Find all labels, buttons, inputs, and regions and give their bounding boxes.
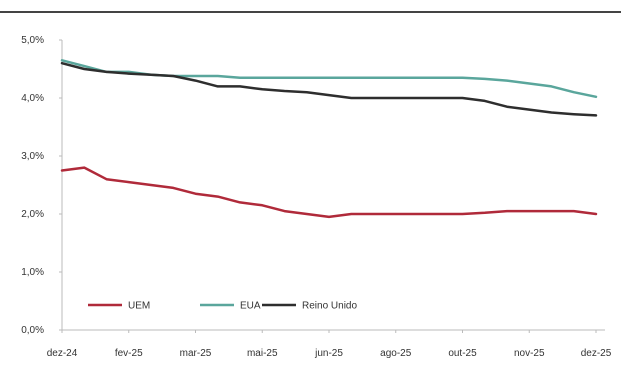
x-tick-label: mai-25 [247,348,278,359]
y-tick-label: 2,0% [21,209,44,220]
x-axis-ticks: dez-24 fev-25 mar-25 mai-25 jun-25 ago-25 out-… [47,330,612,359]
series-line [60,166,598,219]
series-line [60,59,598,99]
x-tick-label: fev-25 [115,348,143,359]
legend: UEM EUA Reino Unido [88,301,357,312]
legend-label: Reino Unido [302,301,357,312]
y-tick-label: 4,0% [21,93,44,104]
y-axis-ticks: 0,0% 1,0% 2,0% 3,0% 4,0% 5,0% [21,35,62,336]
x-tick-label: nov-25 [514,348,545,359]
y-tick-label: 5,0% [21,35,44,46]
legend-label: UEM [128,301,150,312]
x-tick-label: dez-25 [581,348,612,359]
x-tick-label: mar-25 [180,348,212,359]
legend-label: EUA [240,301,261,312]
x-tick-label: jun-25 [314,348,343,359]
x-tick-label: ago-25 [380,348,412,359]
y-tick-label: 3,0% [21,151,44,162]
y-tick-label: 1,0% [21,267,44,278]
x-tick-label: dez-24 [47,348,78,359]
series-lines [60,59,598,219]
y-tick-label: 0,0% [21,325,44,336]
x-tick-label: out-25 [448,348,477,359]
series-line [60,61,598,117]
